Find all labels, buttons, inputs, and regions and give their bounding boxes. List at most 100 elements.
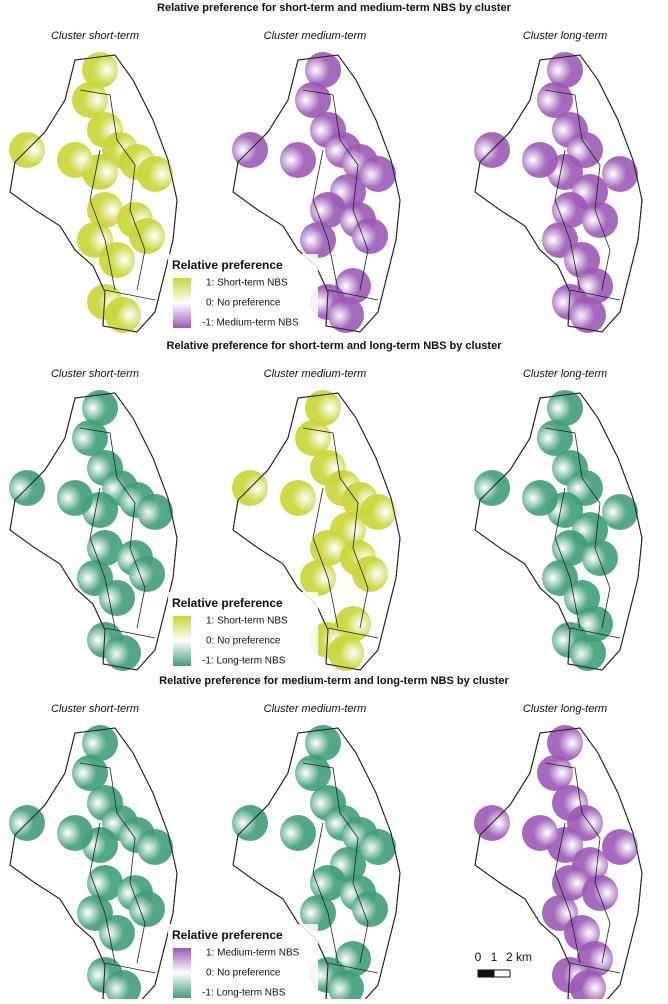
preference-area — [295, 82, 331, 118]
legend-label: 1: Medium-term NBS — [206, 948, 300, 959]
preference-area — [280, 815, 316, 851]
preference-area — [137, 829, 173, 865]
map-subtitle: Cluster short-term — [51, 30, 139, 42]
preference-area — [87, 192, 123, 228]
map — [474, 725, 643, 1004]
legend-bg — [168, 254, 318, 330]
preference-area — [360, 494, 396, 530]
map-subtitle: Cluster long-term — [523, 30, 607, 42]
legend-label: 0: No preference — [206, 298, 281, 309]
preference-area — [582, 540, 618, 576]
preference-area — [300, 222, 336, 258]
legend-label: -1: Long-term NBS — [202, 988, 286, 999]
preference-area — [328, 297, 364, 333]
preference-area — [105, 970, 141, 1004]
legend-label: 1: Short-term NBS — [206, 278, 288, 289]
preference-area — [328, 970, 364, 1004]
map-subtitle: Cluster medium-term — [264, 30, 367, 42]
preference-area — [87, 865, 123, 901]
preference-area — [82, 52, 118, 88]
preference-area — [360, 156, 396, 192]
legend-label: -1: Medium-term NBS — [202, 318, 299, 329]
preference-area — [360, 829, 396, 865]
legend-label: 0: No preference — [206, 636, 281, 647]
scale-label: 1 — [491, 950, 498, 964]
preference-area — [522, 815, 558, 851]
preference-area — [57, 815, 93, 851]
legend-title: Relative preference — [172, 596, 283, 610]
preference-area — [552, 865, 588, 901]
map-subtitle: Cluster long-term — [523, 368, 607, 380]
panel-title: Relative preference for short-term and m… — [157, 2, 512, 14]
preference-area — [105, 297, 141, 333]
legend-bg — [168, 592, 318, 668]
preference-area — [537, 755, 573, 791]
preference-area — [99, 915, 135, 951]
preference-area — [137, 494, 173, 530]
map-subtitle: Cluster short-term — [51, 703, 139, 715]
preference-area — [352, 218, 388, 254]
preference-area — [295, 755, 331, 791]
legend-title: Relative preference — [172, 928, 283, 942]
preference-area — [72, 755, 108, 791]
legend-title: Relative preference — [172, 258, 283, 272]
preference-area — [570, 635, 606, 671]
preference-area — [552, 192, 588, 228]
legend-bg — [168, 924, 318, 1000]
preference-area — [305, 725, 341, 761]
preference-area — [352, 556, 388, 592]
preference-area — [57, 480, 93, 516]
preference-area — [310, 192, 346, 228]
map-subtitle: Cluster medium-term — [264, 703, 367, 715]
legend-ramp — [173, 616, 191, 666]
preference-area — [105, 635, 141, 671]
legend-ramp — [173, 278, 191, 328]
map-subtitle: Cluster long-term — [523, 703, 607, 715]
preference-area — [602, 494, 638, 530]
preference-area — [547, 725, 583, 761]
preference-area — [129, 218, 165, 254]
preference-area — [99, 580, 135, 616]
preference-area — [57, 142, 93, 178]
preference-area — [522, 480, 558, 516]
preference-area — [87, 530, 123, 566]
preference-area — [310, 865, 346, 901]
map — [9, 390, 178, 671]
preference-area — [72, 420, 108, 456]
map — [232, 390, 401, 671]
preference-area — [547, 390, 583, 426]
panel-title: Relative preference for short-term and l… — [167, 340, 503, 352]
preference-area — [310, 530, 346, 566]
preference-area — [537, 420, 573, 456]
map-subtitle: Cluster short-term — [51, 368, 139, 380]
preference-area — [537, 82, 573, 118]
preference-area — [99, 242, 135, 278]
preference-area — [328, 635, 364, 671]
preference-area — [82, 390, 118, 426]
legend-label: 1: Short-term NBS — [206, 616, 288, 627]
preference-area — [570, 297, 606, 333]
preference-area — [295, 420, 331, 456]
scale-seg — [493, 969, 511, 978]
preference-area — [82, 725, 118, 761]
preference-area — [300, 560, 336, 596]
preference-area — [552, 530, 588, 566]
map-subtitle: Cluster medium-term — [264, 368, 367, 380]
preference-area — [522, 142, 558, 178]
map — [9, 52, 178, 333]
preference-area — [602, 156, 638, 192]
map — [232, 52, 401, 333]
preference-area — [280, 480, 316, 516]
preference-area — [570, 970, 606, 1004]
preference-area — [352, 891, 388, 927]
preference-area — [137, 156, 173, 192]
scale-label: 2 km — [506, 950, 532, 964]
preference-area — [582, 202, 618, 238]
scale-label: 0 — [475, 950, 482, 964]
scale-seg — [477, 969, 495, 978]
preference-area — [280, 142, 316, 178]
legend-label: 0: No preference — [206, 968, 281, 979]
preference-area — [72, 82, 108, 118]
